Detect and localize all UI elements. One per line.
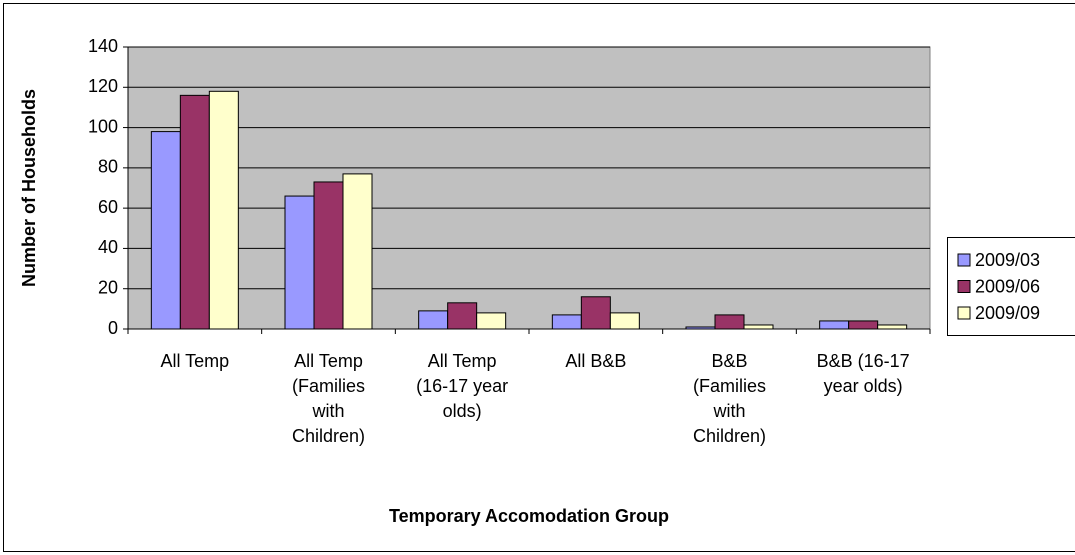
bar [877,324,908,330]
x-tick-label: All Temp (16-17 year olds) [416,351,509,421]
y-tick-label: 0 [108,318,118,338]
bar [476,312,507,330]
y-axis-title: Number of Households [19,89,39,287]
bar [150,131,181,330]
bar [609,312,640,330]
bar [313,181,344,330]
bar [447,302,478,330]
x-tick-label: All Temp (Families with Children) [291,351,366,446]
bar [848,320,879,330]
bar [819,320,850,330]
y-tick-label: 120 [88,76,118,96]
x-tick-label: B&B (Families with Children) [692,351,767,446]
y-tick-label: 40 [98,237,118,257]
bar [342,173,373,330]
legend-swatch [957,306,971,320]
bar [179,94,210,330]
legend-swatch [957,253,971,267]
x-tick-label: All B&B [565,351,627,371]
legend-label: 2009/03 [975,250,1040,270]
bar [208,90,239,330]
bar [743,324,774,330]
legend-label: 2009/09 [975,303,1040,323]
y-tick-label: 140 [88,36,118,56]
bar [714,314,745,330]
plot-area [127,46,931,330]
bar [418,310,449,330]
bar [284,195,315,330]
x-tick-label: B&B (16-17 year olds) [816,351,910,396]
bar [580,296,611,330]
legend-swatch [957,280,971,293]
legend-label: 2009/06 [975,276,1040,296]
y-tick-label: 80 [98,157,118,177]
x-tick-label: All Temp [160,351,230,371]
bar [551,314,582,330]
y-tick-label: 60 [98,197,118,217]
y-tick-label: 20 [98,277,118,297]
x-axis-title: Temporary Accomodation Group [389,506,669,526]
y-tick-label: 100 [88,116,118,136]
